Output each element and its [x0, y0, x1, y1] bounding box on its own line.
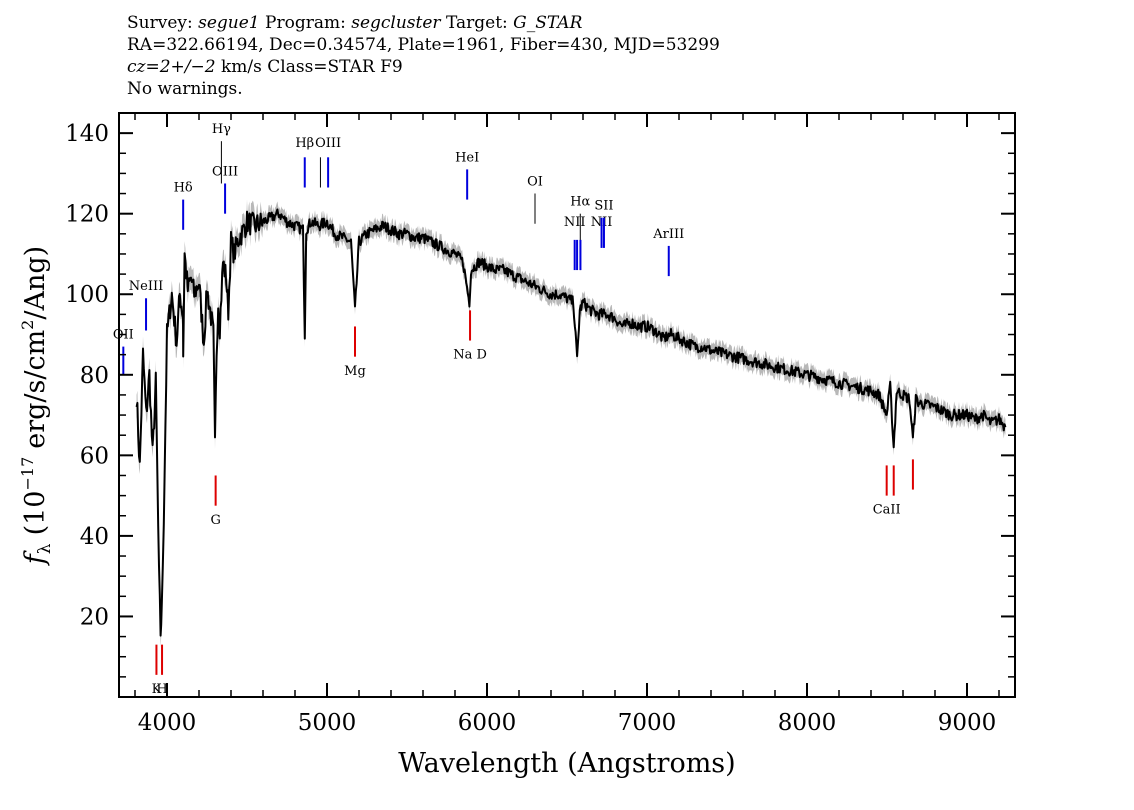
redshift-value: cz=2+/−2	[127, 57, 216, 77]
error-band-area	[136, 199, 1006, 648]
x-tick-label: 8000	[778, 710, 837, 736]
x-tick-label: 5000	[298, 710, 357, 736]
line-label-hβ: Hβ	[295, 136, 314, 151]
y-tick-label: 40	[80, 524, 109, 550]
line-label-caii: CaII	[873, 503, 901, 518]
line-label-ariii: ArIII	[652, 227, 684, 242]
y-tick-label: 20	[80, 604, 109, 630]
survey-label: Survey:	[127, 13, 193, 33]
header-line-3: cz=2+/−2 km/s Class=STAR F9	[127, 56, 720, 78]
line-label-na-d: Na D	[453, 348, 487, 363]
x-tick-label: 6000	[458, 710, 517, 736]
axis-ticks: 4000 5000 6000 7000 8000 9000 20 40 60 80 100 120 14…	[65, 112, 1015, 736]
x-tick-label: 7000	[618, 710, 677, 736]
x-axis-title: Wavelength (Angstroms)	[398, 748, 735, 779]
class-value: km/s Class=STAR F9	[220, 57, 403, 77]
line-label-nii: NII	[564, 215, 586, 230]
target-label: Target:	[445, 13, 508, 33]
plot-frame	[118, 112, 1016, 698]
error-band	[136, 199, 1006, 648]
line-label-h: H	[156, 682, 167, 697]
program-label: Program:	[265, 13, 346, 33]
line-label-nii: NII	[591, 215, 613, 230]
header-line-1: Survey: segue1 Program: segcluster Targe…	[127, 12, 720, 34]
header-line-2: RA=322.66194, Dec=0.34574, Plate=1961, F…	[127, 35, 720, 55]
line-label-hδ: Hδ	[174, 181, 193, 196]
header: Survey: segue1 Program: segcluster Targe…	[127, 12, 720, 100]
line-label-hei: HeI	[455, 150, 479, 165]
line-label-oi: OI	[527, 174, 543, 189]
survey-value: segue1	[198, 13, 260, 33]
y-axis-title: fλ(10−17erg/s/cm2/Ang)	[18, 246, 55, 566]
y-tick-label: 60	[80, 443, 109, 469]
line-label-oiii: OIII	[315, 136, 341, 151]
line-label-k: K	[152, 682, 162, 697]
line-label-sii: SII	[594, 199, 613, 214]
header-line-4: No warnings.	[127, 79, 243, 99]
program-value: segcluster	[351, 13, 441, 33]
x-tick-label: 9000	[938, 710, 997, 736]
spectrum-line-group	[135, 208, 1007, 637]
y-tick-label: 140	[65, 121, 109, 147]
line-label-hα: Hα	[570, 195, 590, 210]
y-tick-label: 120	[65, 202, 109, 228]
target-value: G_STAR	[513, 13, 583, 33]
y-tick-label: 100	[65, 282, 109, 308]
line-label-g: G	[210, 513, 220, 528]
line-label-mg: Mg	[344, 364, 366, 379]
line-label-oiii: OIII	[212, 164, 238, 179]
x-tick-label: 4000	[138, 710, 197, 736]
line-label-hγ: Hγ	[212, 122, 231, 137]
line-label-neiii: NeIII	[129, 279, 163, 294]
spectrum-line	[135, 208, 1007, 637]
y-tick-label: 80	[80, 363, 109, 389]
